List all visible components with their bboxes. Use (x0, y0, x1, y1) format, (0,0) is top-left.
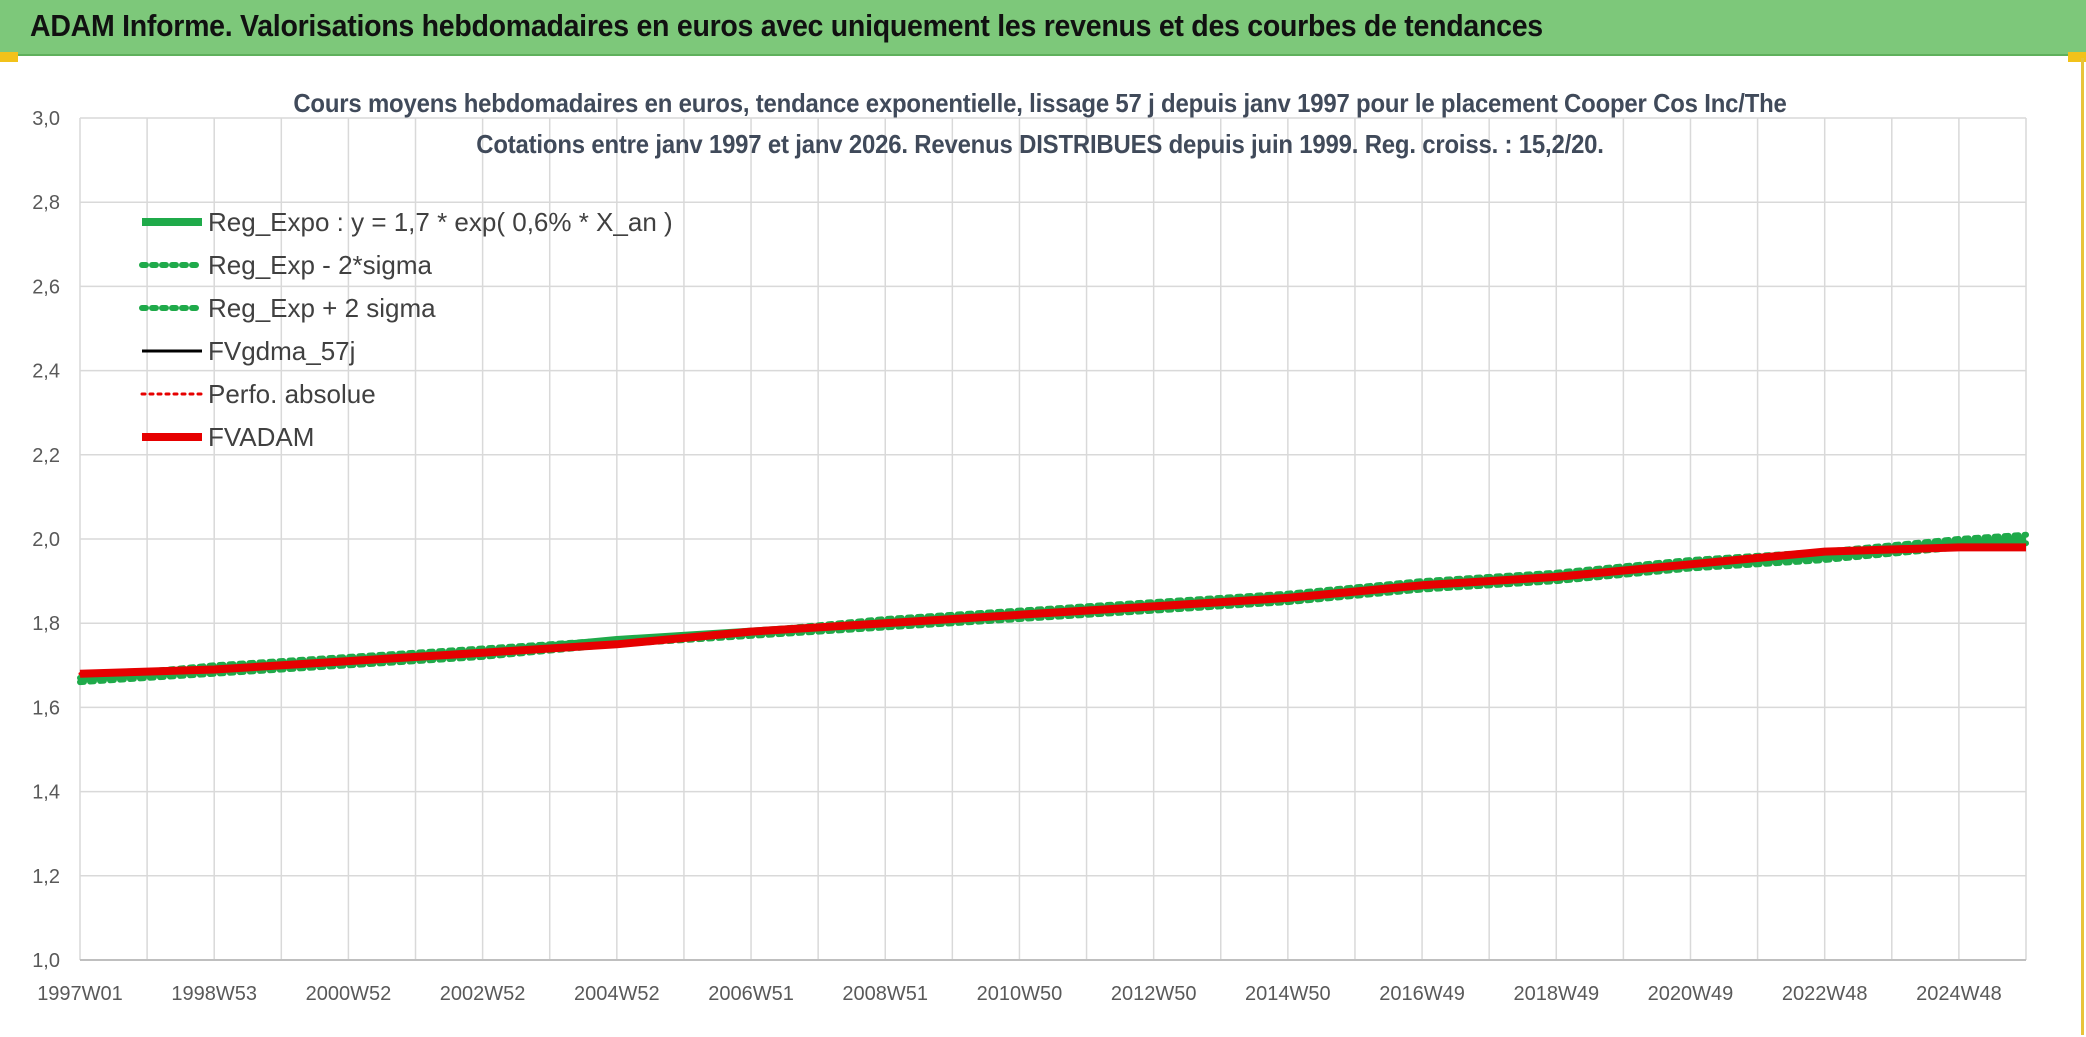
y-tick-label: 2,0 (32, 529, 60, 551)
legend-label: Reg_Exp - 2*sigma (208, 250, 433, 280)
x-tick-label: 2002W52 (440, 983, 526, 1005)
y-tick-label: 3,0 (32, 108, 60, 130)
x-tick-label: 2018W49 (1513, 983, 1599, 1005)
x-tick-label: 1998W53 (171, 983, 257, 1005)
legend: Reg_Expo : y = 1,7 * exp( 0,6% * X_an ) R… (139, 207, 673, 452)
corner-marker (0, 52, 18, 62)
y-tick-label: 2,8 (32, 192, 60, 214)
x-tick-label: 2000W52 (306, 983, 392, 1005)
legend-label: FVADAM (208, 422, 314, 452)
x-tick-label: 2024W48 (1916, 983, 2002, 1005)
x-tick-label: 1997W01 (37, 983, 123, 1005)
y-tick-label: 2,6 (32, 276, 60, 298)
report-title: ADAM Informe. Valorisations hebdomadaire… (30, 8, 1543, 43)
y-tick-label: 1,0 (32, 950, 60, 972)
y-tick-label: 1,4 (32, 782, 60, 804)
series-line-2 (77, 540, 2029, 686)
y-tick-label: 1,6 (32, 697, 60, 719)
y-tick-label: 2,4 (32, 361, 60, 383)
x-tick-label: 2006W51 (708, 983, 794, 1005)
y-tick-label: 2,2 (32, 445, 60, 467)
chart-frame (2, 58, 2084, 1035)
x-tick-label: 2022W48 (1782, 983, 1868, 1005)
legend-label: Perfo. absolue (208, 379, 376, 409)
series-line-6 (79, 543, 2026, 678)
grid (79, 117, 2027, 961)
report-banner: ADAM Informe. Valorisations hebdomadaire… (0, 0, 2086, 56)
legend-label: Reg_Exp + 2 sigma (208, 293, 436, 323)
x-tick-label: 2010W50 (977, 983, 1063, 1005)
corner-marker (2068, 52, 2086, 62)
chart-title-line-1: Cours moyens hebdomadaires en euros, ten… (293, 88, 1787, 118)
x-tick-label: 2008W51 (842, 983, 928, 1005)
x-tick-label: 2004W52 (574, 983, 660, 1005)
legend-label: Reg_Expo : y = 1,7 * exp( 0,6% * X_an ) (208, 207, 673, 237)
y-tick-label: 1,2 (32, 866, 60, 888)
y-tick-label: 1,8 (32, 613, 60, 635)
series (77, 531, 2029, 686)
legend-label: FVgdma_57j (208, 336, 355, 366)
x-tick-label: 2014W50 (1245, 983, 1331, 1005)
x-tick-label: 2020W49 (1648, 983, 1734, 1005)
axes: 1,0 1,2 1,4 1,6 1,8 2,0 2,2 2,4 2,6 2,8 3,0 1997W01… (32, 108, 2026, 1005)
chart-title-line-2: Cotations entre janv 1997 et janv 2026. … (476, 129, 1604, 159)
x-tick-label: 2012W50 (1111, 983, 1197, 1005)
x-tick-label: 2016W49 (1379, 983, 1465, 1005)
